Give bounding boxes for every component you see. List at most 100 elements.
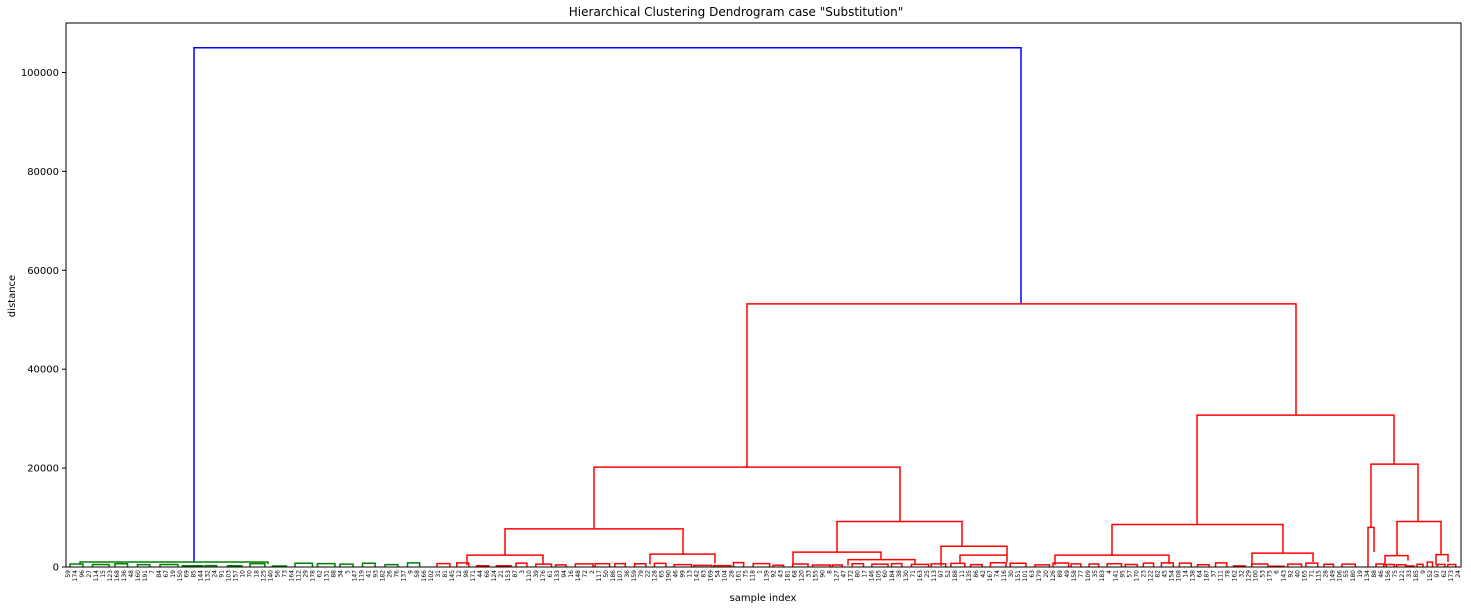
dendrogram-link	[436, 562, 451, 567]
dendrogram-link	[1435, 553, 1449, 566]
leaf-label: 66	[484, 570, 491, 578]
dendrogram-link	[1232, 565, 1246, 567]
leaf-label: 109	[1085, 570, 1092, 582]
leaf-label: 142	[694, 570, 701, 582]
leaf-label: 21	[498, 570, 505, 578]
dendrogram-link	[466, 554, 544, 566]
leaf-label: 92	[1287, 570, 1294, 578]
leaf-label: 89	[1057, 570, 1064, 578]
leaf-label: 110	[526, 570, 533, 582]
dendrogram-link	[1367, 526, 1375, 567]
leaf-label: 190	[666, 570, 673, 582]
dendrogram-link	[1088, 563, 1100, 567]
leaf-label: 144	[198, 570, 205, 582]
leaf-label: 50	[603, 570, 610, 578]
leaf-label: 184	[889, 570, 896, 582]
leaf-label: 75	[743, 570, 750, 578]
leaf-label: 170	[1134, 570, 1141, 582]
dendrogram-link	[752, 562, 771, 567]
leaf-label: 31	[435, 570, 442, 578]
leaf-label: 55	[1343, 570, 1350, 578]
dendrogram-link	[831, 564, 844, 567]
leaf-label: 165	[1301, 570, 1308, 582]
leaf-label: 7	[149, 570, 156, 574]
leaf-label: 19	[1357, 570, 1364, 578]
leaf-label: 151	[1015, 570, 1022, 582]
leaf-label: 60	[882, 570, 889, 578]
leaf-label: 172	[847, 570, 854, 582]
leaf-label: 161	[736, 570, 743, 582]
dendrogram-link	[594, 562, 611, 567]
leaf-label: 156	[1385, 570, 1392, 582]
leaf-label: 40	[1294, 570, 1301, 578]
leaf-label: 126	[1050, 570, 1057, 582]
leaf-label: 152	[1427, 570, 1434, 582]
leaf-label: 22	[645, 570, 652, 578]
leaf-label: 116	[1001, 570, 1008, 582]
leaf-label: 33	[1406, 570, 1413, 578]
leaf-label: 118	[750, 570, 757, 582]
dendrogram-link	[69, 563, 84, 567]
leaf-label: 187	[1204, 570, 1211, 582]
leaf-label: 2	[589, 570, 596, 574]
leaf-label: 167	[987, 570, 994, 582]
leaf-label: 169	[708, 570, 715, 582]
dendrogram-link	[653, 562, 667, 567]
leaf-label: 113	[931, 570, 938, 582]
leaf-label: 36	[624, 570, 631, 578]
leaf-label: 164	[289, 570, 296, 582]
dendrogram-link	[811, 564, 831, 567]
leaf-label: 134	[1364, 570, 1371, 582]
y-axis-label: distance	[7, 275, 18, 317]
leaf-label: 166	[421, 570, 428, 582]
leaf-label: 24	[212, 570, 219, 578]
leaf-label: 133	[554, 570, 561, 582]
leaf-label: 8	[826, 570, 833, 574]
leaf-labels: 59 174 96 27 114 15 123 168 136 48 160 191 7 84 67 19 15…	[65, 570, 1462, 582]
x-axis-label: sample index	[730, 593, 797, 604]
leaf-label: 141	[1113, 570, 1120, 582]
leaf-label: 19	[170, 570, 177, 578]
leaf-label: 34	[337, 570, 344, 578]
dendrogram-link	[91, 563, 110, 567]
leaf-label: 180	[1350, 570, 1357, 582]
dendrogram-link	[504, 528, 684, 556]
dendrogram-link	[649, 553, 716, 565]
dendrogram-link	[475, 565, 490, 567]
leaf-label: 65	[659, 570, 666, 578]
leaf-label: 38	[896, 570, 903, 578]
leaf-label: 176	[540, 570, 547, 582]
leaf-label: 123	[107, 570, 114, 582]
dendrogram-link	[361, 562, 376, 567]
dendrogram-link	[673, 563, 693, 567]
dendrogram-link	[1447, 563, 1457, 567]
leaf-label: 149	[1329, 570, 1336, 582]
leaf-label: 183	[1099, 570, 1106, 582]
leaf-label: 129	[1245, 570, 1252, 582]
leaf-label: 124	[491, 570, 498, 582]
leaf-label: 120	[798, 570, 805, 582]
dendrogram-link	[1323, 563, 1335, 567]
leaf-label: 95	[1120, 570, 1127, 578]
leaf-label: 171	[470, 570, 477, 582]
dendrogram-link	[1426, 561, 1434, 567]
dendrogram-link	[890, 562, 903, 567]
y-tick-label: 20000	[27, 464, 59, 475]
dendrogram-link	[1106, 562, 1123, 567]
leaf-label: 117	[596, 570, 603, 582]
leaf-label: 67	[163, 570, 170, 578]
dendrogram-link	[1396, 520, 1442, 556]
leaf-label: 4	[1106, 570, 1113, 574]
leaf-label: 119	[358, 570, 365, 582]
dendrogram-link	[204, 564, 218, 567]
leaf-label: 53	[1259, 570, 1266, 578]
dendrogram-link	[1287, 563, 1303, 567]
leaf-label: 9	[1420, 570, 1427, 574]
leaf-label: 92	[770, 570, 777, 578]
leaf-label: 29	[302, 570, 309, 578]
dendrogram-link	[1251, 552, 1314, 566]
dendrogram-link	[1196, 414, 1395, 525]
leaf-label: 148	[575, 570, 582, 582]
leaf-label: 82	[1155, 570, 1162, 578]
